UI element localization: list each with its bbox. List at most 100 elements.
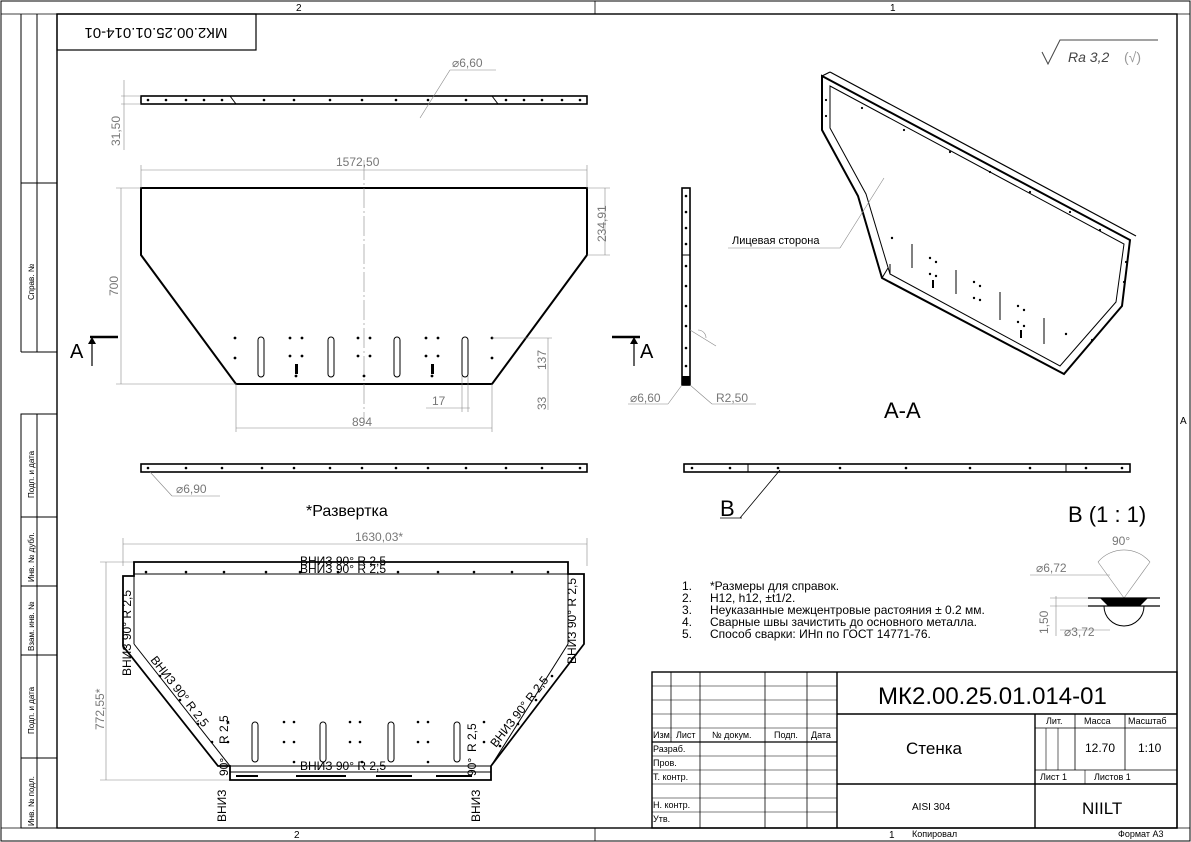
bottom-strip [140, 463, 588, 497]
dim-137: 137 [535, 350, 549, 370]
section-strip [683, 463, 1131, 519]
note-1-num: 1. [682, 579, 692, 593]
tb-lit: Лит. [1046, 716, 1063, 726]
bend-note-bottom-right-v: ВНИЗ [469, 789, 483, 822]
tb-massa: Масса [1084, 716, 1111, 726]
stamp-podp-data-1: Подп. и дата [27, 450, 36, 498]
roughness-paren: (√) [1124, 49, 1141, 65]
stamp-vzam-inv: Взам. инв. № [27, 601, 36, 651]
note-5-num: 5. [682, 627, 692, 641]
stamp-inv-dubl: Инв. № дубл. [27, 532, 36, 582]
bend-note-left-low: 90° [217, 758, 231, 776]
dim-23491: 234,91 [595, 205, 609, 242]
dim-163003: 1630,03* [355, 530, 403, 544]
dim-150: 1,50 [1037, 610, 1051, 634]
bend-note-right-vertical: ВНИЗ 90° R 2,5 [565, 578, 579, 664]
note-3-text: Неуказанные межцентровые растояния ± 0.2… [710, 603, 985, 617]
dim-17: 17 [432, 394, 446, 408]
flat-pattern [100, 538, 588, 781]
bend-note-bottom: ВНИЗ 90° R 2,5 [300, 759, 386, 773]
tb-utv: Утв. [653, 814, 670, 824]
dim-d672: ⌀6,72 [1036, 561, 1067, 575]
doc-code-box [56, 13, 257, 51]
tb-razrab: Разраб. [653, 744, 685, 754]
dim-d660-side: ⌀6,60 [630, 391, 661, 405]
tb-t-kontr: Т. контр. [653, 772, 688, 782]
bend-note-left-small: R 2,5 [217, 715, 231, 744]
zone-bottom-left: 2 [294, 830, 300, 841]
roughness-ra: Ra 3,2 [1068, 49, 1109, 65]
view-b-detail: B (1 : 1) 90° [1030, 502, 1160, 636]
dim-894: 894 [352, 415, 372, 429]
dim-77255: 772,55* [93, 688, 107, 730]
stamp-podp-data-2: Подп. и дата [27, 686, 36, 734]
note-2-num: 2. [682, 591, 692, 605]
dim-r250: R2,50 [716, 391, 748, 405]
bend-note-left-vertical: ВНИЗ 90° R 2,5 [120, 590, 134, 676]
tb-listov: Листов 1 [1094, 772, 1131, 782]
front-dim-lines [116, 165, 610, 432]
bend-note-right-diag: ВНИЗ 90° R 2,5 [487, 673, 551, 750]
label-section-aa: A-A [884, 398, 921, 423]
side-view [628, 187, 756, 405]
section-letter-left: A [70, 341, 84, 363]
footer-format: Формат А3 [1118, 829, 1163, 839]
note-1-text: *Размеры для справок. [710, 579, 839, 593]
title-block [651, 671, 1178, 829]
zone-top-right: 1 [890, 3, 896, 14]
stamp-inv-podl: Инв. № подл. [27, 776, 36, 826]
isometric-view [728, 71, 1137, 376]
bend-note-right-low: 90° [465, 758, 479, 776]
tb-masshtab: Масштаб [1128, 716, 1167, 726]
dim-3150: 31,50 [109, 116, 123, 146]
dim-700: 700 [107, 276, 121, 296]
tb-company: NIILT [1082, 799, 1122, 818]
tb-col-podp: Подп. [774, 730, 798, 740]
doc-code-rotated: МК2.00.25.01.014-01 [84, 24, 227, 41]
bend-note-top: ВНИЗ 90° R 2,5 [300, 554, 386, 568]
title-doc-code: МК2.00.25.01.014-01 [878, 683, 1107, 710]
zone-right: A [1180, 416, 1187, 427]
bend-note-top-overlap: ВНИЗ 90° R 2,5 [300, 562, 386, 576]
dim-33: 33 [535, 396, 549, 410]
tb-list: Лист 1 [1040, 772, 1067, 782]
dim-d690: ⌀6,90 [176, 482, 207, 496]
title-material: AISI 304 [912, 802, 951, 813]
footer-kopiroval: Копировал [912, 829, 957, 839]
note-5-text: Способ сварки: ИНп по ГОСТ 14771-76. [710, 627, 931, 641]
tb-n-kontr: Н. контр. [653, 800, 690, 810]
roughness-symbol: Ra 3,2 (√) [1041, 39, 1158, 66]
tb-prov: Пров. [653, 758, 677, 768]
label-view-b: B [720, 496, 735, 521]
label-razvertka: *Развертка [306, 503, 388, 520]
front-view [140, 160, 588, 420]
stamp-sprav: Справ. № [27, 263, 36, 300]
label-view-b-title: B (1 : 1) [1068, 502, 1146, 527]
tb-col-list: Лист [676, 730, 696, 740]
tb-col-izm: Изм. [653, 730, 672, 740]
tb-col-data: Дата [811, 730, 831, 740]
tb-col-doc: № докум. [712, 730, 752, 740]
note-4-num: 4. [682, 615, 692, 629]
dim-90deg: 90° [1112, 534, 1130, 548]
title-name: Стенка [906, 739, 963, 758]
section-mark-left: A [70, 335, 118, 366]
bend-note-right-small: R 2,5 [465, 723, 479, 752]
tb-scale-value: 1:10 [1138, 741, 1162, 755]
note-4-text: Сварные швы зачистить до основного метал… [710, 615, 977, 629]
bend-note-bottom-left-v: ВНИЗ [215, 789, 229, 822]
label-face-side: Лицевая сторона [732, 235, 820, 247]
dim-d660-top: ⌀6,60 [452, 56, 483, 70]
section-letter-right: A [640, 341, 654, 363]
note-3-num: 3. [682, 603, 692, 617]
zone-bottom-right: 1 [889, 830, 895, 841]
technical-notes: 1. *Размеры для справок. 2. H12, h12, ±t… [682, 579, 985, 641]
dim-157250: 1572,50 [336, 155, 380, 169]
zone-top-left: 2 [296, 3, 302, 14]
left-stamp [20, 14, 58, 829]
tb-massa-value: 12.70 [1085, 741, 1115, 755]
dim-d372: ⌀3,72 [1064, 625, 1095, 639]
note-2-text: H12, h12, ±t1/2. [710, 591, 795, 605]
